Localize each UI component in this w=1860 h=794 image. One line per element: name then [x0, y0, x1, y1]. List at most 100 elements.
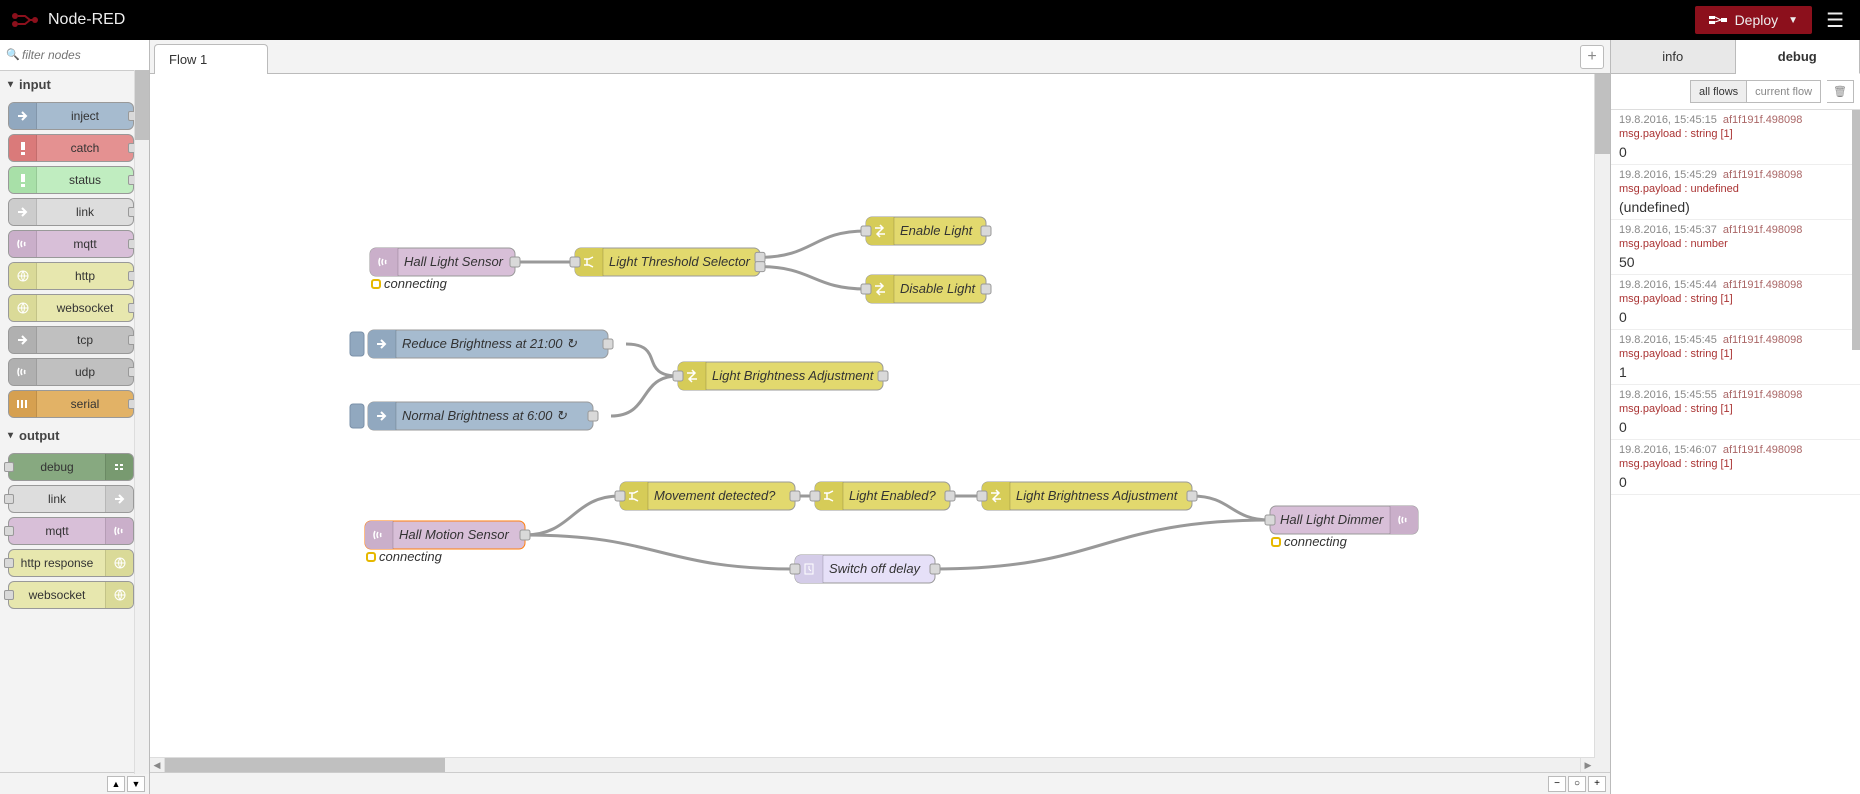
node-port[interactable] — [4, 558, 14, 568]
palette-filter-input[interactable] — [4, 44, 145, 66]
zoom-out-button[interactable]: − — [1548, 776, 1566, 792]
deploy-button[interactable]: Deploy ▼ — [1695, 6, 1813, 34]
node-label: Reduce Brightness at 21:00 ↻ — [402, 336, 577, 351]
output-port[interactable] — [1187, 491, 1197, 501]
flow-node-sod[interactable]: Switch off delay — [790, 555, 940, 583]
input-port[interactable] — [977, 491, 987, 501]
palette-node-http[interactable]: http — [8, 262, 134, 290]
add-tab-button[interactable]: + — [1580, 45, 1604, 69]
palette-node-websocket[interactable]: websocket — [8, 294, 134, 322]
input-port[interactable] — [861, 284, 871, 294]
palette-node-websocket[interactable]: websocket — [8, 581, 134, 609]
debug-message[interactable]: 19.8.2016, 15:46:07af1f191f.498098msg.pa… — [1611, 440, 1860, 495]
wire[interactable] — [525, 496, 620, 535]
wire[interactable] — [611, 376, 678, 416]
palette-expand-button[interactable]: ▼ — [127, 776, 145, 792]
palette-node-mqtt[interactable]: mqtt — [8, 517, 134, 545]
inject-button[interactable] — [350, 404, 364, 428]
flow-node-lba[interactable]: Light Brightness Adjustment — [673, 362, 888, 390]
input-port[interactable] — [861, 226, 871, 236]
flow-node-lba2[interactable]: Light Brightness Adjustment — [977, 482, 1197, 510]
flow-node-nb[interactable]: Normal Brightness at 6:00 ↻ — [350, 402, 598, 430]
input-port[interactable] — [810, 491, 820, 501]
flow-node-le[interactable]: Light Enabled? — [810, 482, 955, 510]
debug-scrollbar[interactable] — [1852, 110, 1860, 350]
input-port[interactable] — [790, 564, 800, 574]
debug-message[interactable]: 19.8.2016, 15:45:29af1f191f.498098msg.pa… — [1611, 165, 1860, 220]
palette-node-tcp[interactable]: tcp — [8, 326, 134, 354]
output-port[interactable] — [878, 371, 888, 381]
flow-node-md[interactable]: Movement detected? — [615, 482, 800, 510]
output-port[interactable] — [755, 252, 765, 262]
node-icon — [105, 518, 133, 544]
output-port[interactable] — [520, 530, 530, 540]
palette-node-http-response[interactable]: http response — [8, 549, 134, 577]
palette-node-catch[interactable]: catch — [8, 134, 134, 162]
zoom-in-button[interactable]: + — [1588, 776, 1606, 792]
wire[interactable] — [760, 231, 866, 257]
flow-node-dl[interactable]: Disable Light — [861, 275, 991, 303]
debug-message[interactable]: 19.8.2016, 15:45:37af1f191f.498098msg.pa… — [1611, 220, 1860, 275]
output-port[interactable] — [755, 262, 765, 272]
output-port[interactable] — [930, 564, 940, 574]
flow-tab[interactable]: Flow 1 — [154, 44, 268, 74]
inject-button[interactable] — [350, 332, 364, 356]
flow-node-hld[interactable]: Hall Light Dimmerconnecting — [1265, 506, 1418, 549]
debug-topic: msg.payload : string [1] — [1619, 293, 1852, 305]
canvas-scrollbar-h[interactable]: ◀ ▶ — [150, 757, 1595, 772]
palette-node-debug[interactable]: debug — [8, 453, 134, 481]
palette-node-udp[interactable]: udp — [8, 358, 134, 386]
wire[interactable] — [760, 267, 866, 289]
menu-button[interactable]: ☰ — [1820, 2, 1850, 39]
wire[interactable] — [626, 344, 678, 376]
palette-node-link[interactable]: link — [8, 198, 134, 226]
sidebar-tab-debug[interactable]: debug — [1736, 40, 1860, 74]
palette-category-header[interactable]: ▾ output — [0, 422, 149, 449]
output-port[interactable] — [981, 226, 991, 236]
palette-node-inject[interactable]: inject — [8, 102, 134, 130]
output-port[interactable] — [588, 411, 598, 421]
debug-current-flow-button[interactable]: current flow — [1747, 80, 1821, 103]
wire[interactable] — [1192, 496, 1270, 520]
output-port[interactable] — [790, 491, 800, 501]
node-port[interactable] — [4, 462, 14, 472]
output-port[interactable] — [945, 491, 955, 501]
debug-message[interactable]: 19.8.2016, 15:45:45af1f191f.498098msg.pa… — [1611, 330, 1860, 385]
flow-node-hms[interactable]: Hall Motion Sensorconnecting — [365, 521, 530, 564]
debug-message[interactable]: 19.8.2016, 15:45:44af1f191f.498098msg.pa… — [1611, 275, 1860, 330]
flow-canvas[interactable]: Hall Light Sensorconnecting Light Thresho… — [150, 74, 1610, 772]
wire[interactable] — [525, 535, 795, 569]
debug-message[interactable]: 19.8.2016, 15:45:15af1f191f.498098msg.pa… — [1611, 110, 1860, 165]
input-port[interactable] — [1265, 515, 1275, 525]
debug-all-flows-button[interactable]: all flows — [1690, 80, 1747, 103]
palette-node-serial[interactable]: serial — [8, 390, 134, 418]
input-port[interactable] — [570, 257, 580, 267]
node-port[interactable] — [4, 526, 14, 536]
palette-node-status[interactable]: status — [8, 166, 134, 194]
node-port[interactable] — [4, 590, 14, 600]
debug-message[interactable]: 19.8.2016, 15:45:55af1f191f.498098msg.pa… — [1611, 385, 1860, 440]
flow-node-lts[interactable]: Light Threshold Selector — [570, 248, 765, 276]
node-port[interactable] — [4, 494, 14, 504]
palette-node-link[interactable]: link — [8, 485, 134, 513]
category-label: output — [19, 428, 59, 443]
palette-category-header[interactable]: ▾input — [0, 71, 149, 98]
flow-node-el[interactable]: Enable Light — [861, 217, 991, 245]
flow-node-hls[interactable]: Hall Light Sensorconnecting — [370, 248, 520, 291]
debug-clear-button[interactable]: 🗑 — [1827, 80, 1854, 103]
input-port[interactable] — [615, 491, 625, 501]
palette-node-mqtt[interactable]: mqtt — [8, 230, 134, 258]
palette-collapse-button[interactable]: ▲ — [107, 776, 125, 792]
chevron-down-icon: ▾ — [8, 430, 13, 441]
flow-node-rb[interactable]: Reduce Brightness at 21:00 ↻ — [350, 330, 613, 358]
output-port[interactable] — [981, 284, 991, 294]
palette-scrollbar[interactable] — [134, 70, 149, 774]
input-port[interactable] — [673, 371, 683, 381]
node-label: http response — [9, 556, 105, 570]
wire[interactable] — [935, 520, 1270, 569]
sidebar-tab-info[interactable]: info — [1611, 40, 1736, 73]
zoom-reset-button[interactable]: ○ — [1568, 776, 1586, 792]
canvas-scrollbar-v[interactable] — [1595, 74, 1610, 154]
output-port[interactable] — [603, 339, 613, 349]
output-port[interactable] — [510, 257, 520, 267]
